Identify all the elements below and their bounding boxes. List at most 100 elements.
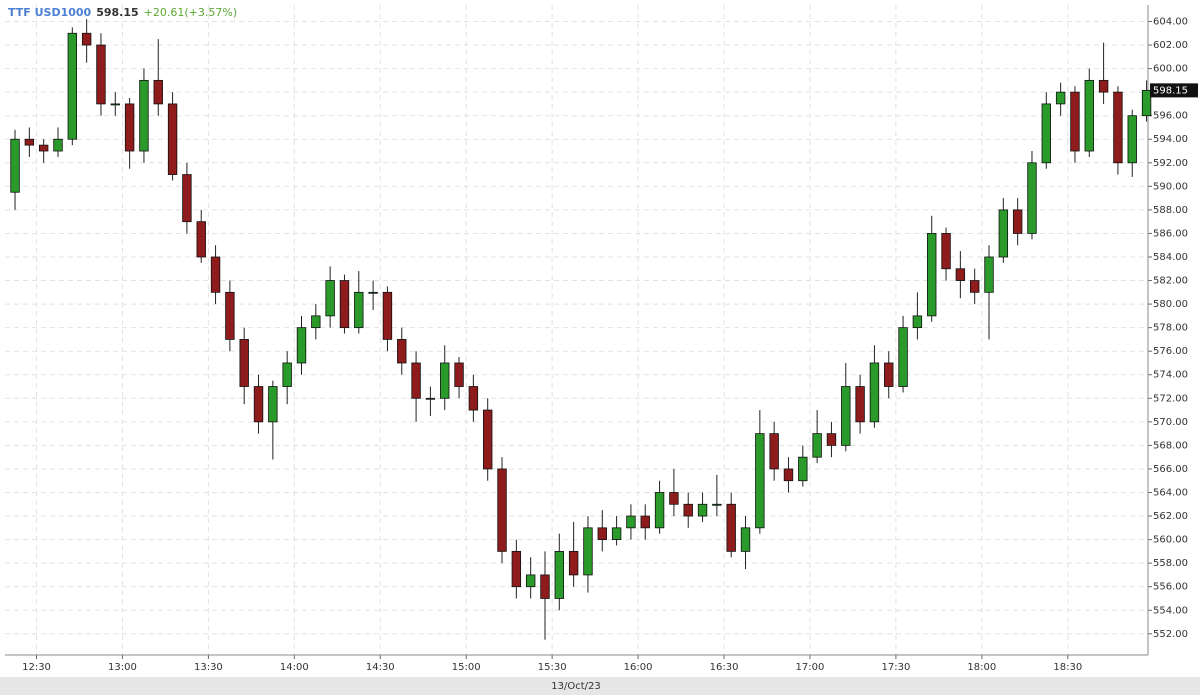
candle-body — [10, 138, 20, 193]
y-tick-label: 586.00 — [1153, 228, 1188, 239]
candle-body — [1027, 162, 1037, 234]
candle-body — [182, 174, 192, 223]
candle-body — [912, 315, 923, 329]
candle-body — [1012, 209, 1023, 234]
x-tick-label: 17:00 — [796, 662, 825, 673]
candle-body — [153, 79, 163, 105]
candle-body — [740, 527, 751, 552]
candle-body — [654, 492, 665, 529]
candle-body — [497, 468, 507, 552]
candle-body — [941, 233, 951, 270]
candle-body — [984, 256, 994, 293]
candle-body — [1084, 79, 1094, 152]
candle-body — [597, 527, 607, 541]
y-tick-label: 590.00 — [1153, 181, 1188, 192]
candle-body — [955, 268, 966, 281]
candle-body — [325, 280, 335, 317]
candle-body — [927, 233, 937, 317]
candle-body — [167, 103, 178, 175]
candle-body — [1127, 115, 1137, 164]
header: TTF USD1000 598.15 +20.61(+3.57%) — [8, 6, 237, 19]
candle-body — [726, 503, 736, 552]
y-tick-label: 594.00 — [1153, 134, 1188, 145]
y-tick-label: 600.00 — [1153, 64, 1188, 75]
candle-body — [969, 280, 980, 293]
y-tick-label: 554.00 — [1153, 605, 1188, 616]
candle-body — [554, 550, 565, 599]
candle-body — [1041, 103, 1052, 164]
change: +20.61(+3.57%) — [144, 6, 237, 19]
candle-body — [139, 79, 149, 152]
candle-body — [482, 409, 493, 470]
x-tick-label: 14:00 — [280, 662, 309, 673]
y-tick-label: 564.00 — [1153, 488, 1188, 499]
y-tick-label: 582.00 — [1153, 276, 1188, 287]
candle-body — [368, 291, 378, 294]
date-bar — [0, 677, 1200, 695]
candle-body — [841, 386, 851, 446]
candle-body — [454, 362, 464, 387]
candle-body — [1141, 89, 1152, 117]
candle-body — [468, 386, 479, 411]
candle-body — [812, 433, 822, 458]
candle-body — [769, 433, 779, 470]
candle-body — [53, 138, 63, 152]
y-tick-label: 560.00 — [1153, 535, 1188, 546]
candle-body — [898, 327, 908, 387]
candle-body — [583, 527, 593, 576]
candle-body — [697, 503, 708, 517]
y-tick-label: 578.00 — [1153, 323, 1188, 334]
x-tick-label: 17:30 — [881, 662, 910, 673]
x-axis-label: 13/Oct/23 — [551, 681, 600, 692]
candle-body — [253, 386, 264, 423]
candle-body — [397, 339, 407, 364]
candle-body — [1070, 91, 1080, 152]
candle-body — [339, 280, 350, 329]
candle-body — [67, 32, 78, 140]
price-tag: 598.15 — [1153, 85, 1188, 96]
x-tick-label: 18:00 — [967, 662, 996, 673]
candle-body — [239, 339, 249, 387]
candle-body — [382, 291, 393, 340]
candle-body — [411, 362, 421, 399]
candle-body — [783, 468, 794, 482]
candle-body — [669, 492, 679, 505]
candle-body — [626, 515, 636, 529]
candle-body — [282, 362, 292, 387]
candle-body — [196, 221, 206, 258]
x-tick-label: 15:00 — [452, 662, 481, 673]
candle-body — [568, 550, 579, 576]
candle-body — [38, 144, 49, 152]
y-tick-label: 562.00 — [1153, 511, 1188, 522]
y-tick-label: 574.00 — [1153, 370, 1188, 381]
y-tick-label: 588.00 — [1153, 205, 1188, 216]
x-tick-label: 14:30 — [366, 662, 395, 673]
candle-body — [998, 209, 1009, 258]
candle-body — [640, 515, 650, 529]
candle-body — [296, 327, 307, 364]
x-tick-label: 16:30 — [710, 662, 739, 673]
candle-body — [110, 103, 120, 106]
candle-body — [798, 456, 808, 482]
candle-body — [1055, 91, 1066, 105]
candle-body — [683, 503, 693, 517]
candle-body — [540, 574, 550, 599]
x-tick-label: 12:30 — [22, 662, 51, 673]
candle-body — [826, 433, 837, 446]
y-tick-label: 592.00 — [1153, 158, 1188, 169]
candle-body — [24, 138, 35, 146]
candle-body — [354, 291, 364, 329]
y-tick-label: 566.00 — [1153, 464, 1188, 475]
y-tick-label: 576.00 — [1153, 346, 1188, 357]
x-tick-label: 13:00 — [108, 662, 137, 673]
candle-body — [425, 397, 436, 400]
y-tick-label: 568.00 — [1153, 440, 1188, 451]
y-tick-label: 596.00 — [1153, 111, 1188, 122]
x-tick-label: 18:30 — [1053, 662, 1082, 673]
y-tick-label: 552.00 — [1153, 629, 1188, 640]
last-price: 598.15 — [96, 6, 138, 19]
candle-body — [611, 527, 622, 541]
y-tick-label: 604.00 — [1153, 16, 1188, 27]
